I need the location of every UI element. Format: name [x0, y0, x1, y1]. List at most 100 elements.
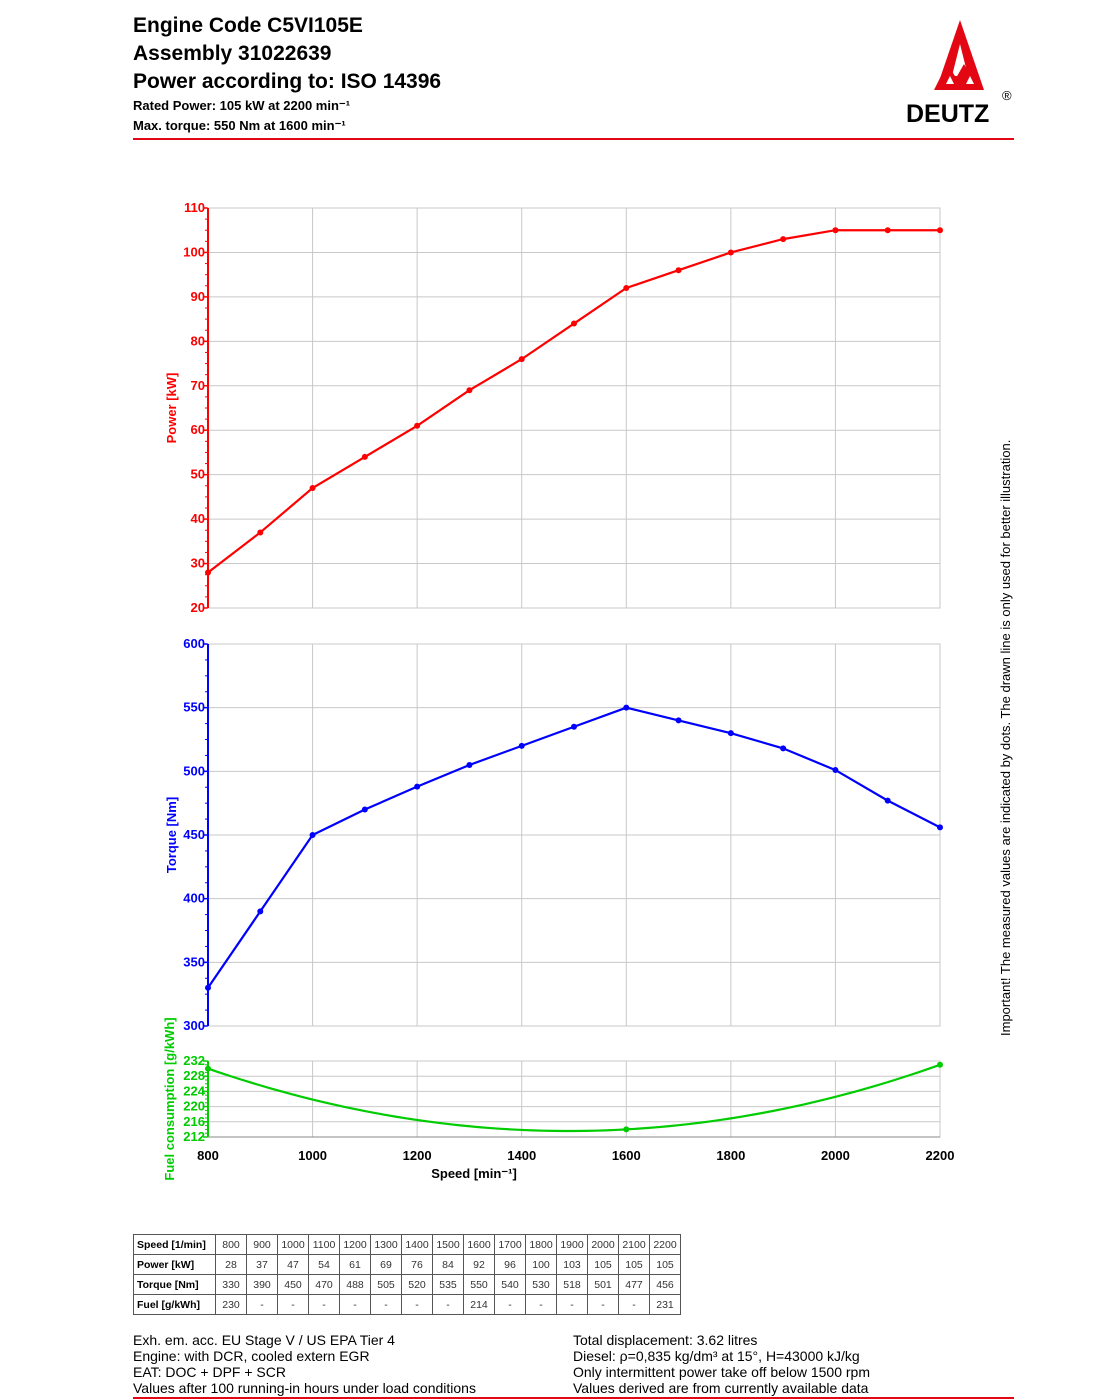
x-tick-label: 1800 — [716, 1148, 745, 1163]
power-y-tick-label: 30 — [191, 556, 205, 571]
torque-data-point — [623, 704, 630, 711]
values-table: Speed [1/min] 800 900 1000 1100 1200 1300 1400 1… — [133, 1234, 681, 1315]
power-data-point — [361, 453, 368, 460]
torque-data-point — [780, 745, 787, 752]
x-tick-label: 2200 — [926, 1148, 955, 1163]
footer-pto: Only intermittent power take off below 1… — [573, 1364, 871, 1380]
power-y-tick-label: 110 — [184, 200, 205, 215]
power-y-tick-label: 50 — [191, 467, 205, 482]
x-tick-label: 2000 — [821, 1148, 850, 1163]
table-cell: 96 — [494, 1254, 526, 1275]
table-cell: 1500 — [432, 1234, 464, 1255]
footer-running-in: Values after 100 running-in hours under … — [133, 1380, 476, 1396]
power-series-line — [207, 229, 940, 574]
power-data-point — [623, 285, 630, 291]
fuel-y-tick-label: 220 — [183, 1099, 205, 1114]
power-y-tick-label: 100 — [183, 244, 205, 259]
torque-data-point — [884, 797, 891, 804]
table-cell: 530 — [525, 1274, 557, 1295]
torque-y-axis-label: Torque [Nm] — [164, 797, 179, 873]
fuel-y-tick-label: 232 — [183, 1053, 205, 1068]
power-y-tick-label: 70 — [191, 378, 205, 393]
power-y-tick-label: 20 — [191, 600, 205, 615]
table-cell: 230 — [215, 1294, 247, 1315]
table-cell: 92 — [463, 1254, 495, 1275]
power-data-point — [832, 227, 839, 234]
table-cell: - — [587, 1294, 619, 1315]
fuel-series-line — [207, 1063, 941, 1133]
footer-emission-standard: Exh. em. acc. EU Stage V / US EPA Tier 4 — [133, 1332, 395, 1348]
table-cell: 390 — [246, 1274, 278, 1295]
power-data-point — [309, 485, 316, 491]
table-cell: 1200 — [339, 1234, 371, 1255]
table-cell: 231 — [649, 1294, 681, 1315]
table-cell: 61 — [339, 1254, 371, 1275]
power-data-point — [780, 236, 787, 243]
torque-data-point — [361, 806, 368, 813]
max-torque-text: Max. torque: 550 Nm at 1600 min⁻¹ — [133, 118, 346, 133]
table-cell: 105 — [618, 1254, 650, 1275]
engine-performance-chart: 20 30 40 50 60 70 80 90 100 110 Power [kW] 300 350 40… — [162, 200, 955, 1181]
power-data-point — [884, 227, 891, 234]
x-tick-label: 1600 — [612, 1148, 641, 1163]
torque-y-tick-label: 350 — [183, 954, 205, 969]
footer-left: Exh. em. acc. EU Stage V / US EPA Tier 4… — [133, 1332, 476, 1396]
power-data-point — [675, 267, 682, 274]
fuel-data-point — [937, 1061, 943, 1068]
footer-derived: Values derived are from currently availa… — [573, 1380, 869, 1396]
table-cell: 540 — [494, 1274, 526, 1295]
svg-text:DEUTZ: DEUTZ — [906, 100, 989, 128]
table-cell: 550 — [463, 1274, 495, 1295]
table-cell: 105 — [649, 1254, 681, 1275]
table-cell: - — [339, 1294, 371, 1315]
table-cell: 1700 — [494, 1234, 526, 1255]
table-row: Fuel [g/kWh] 230- - - - - - -214- - - - -231 — [133, 1294, 681, 1315]
table-cell: 103 — [556, 1254, 588, 1275]
table-cell: 37 — [246, 1254, 278, 1275]
table-cell: 47 — [277, 1254, 309, 1275]
table-cell: - — [370, 1294, 402, 1315]
table-cell: 470 — [308, 1274, 340, 1295]
table-cell: - — [432, 1294, 464, 1315]
torque-data-point — [205, 984, 211, 991]
table-cell: 520 — [401, 1274, 433, 1295]
power-data-point — [727, 249, 734, 256]
table-cell: 54 — [308, 1254, 340, 1275]
torque-y-tick-label: 400 — [183, 891, 205, 906]
power-data-point — [937, 227, 943, 234]
fuel-data-point — [623, 1126, 630, 1133]
torque-y-tick-label: 450 — [183, 827, 205, 842]
power-plot-frame — [207, 207, 941, 609]
table-cell: 214 — [463, 1294, 495, 1315]
power-data-point — [414, 422, 421, 429]
fuel-y-axis-label: Fuel consumption [g/kWh] — [162, 1017, 177, 1180]
x-tick-label: 1400 — [507, 1148, 536, 1163]
torque-data-point — [937, 824, 943, 831]
torque-data-point — [571, 723, 577, 730]
table-cell: 1100 — [308, 1234, 340, 1255]
table-cell: 2000 — [587, 1234, 619, 1255]
svg-text:®: ® — [1002, 88, 1012, 103]
footer-diesel: Diesel: ρ=0,835 kg/dm³ at 15°, H=43000 k… — [573, 1348, 860, 1364]
table-cell: 1600 — [463, 1234, 495, 1255]
torque-data-point — [675, 717, 682, 724]
table-cell: - — [246, 1294, 278, 1315]
table-cell: - — [401, 1294, 433, 1315]
table-row: Speed [1/min] 800 900 1000 1100 1200 1300 1400 1… — [133, 1234, 681, 1255]
table-row-label: Speed [1/min] — [133, 1234, 216, 1255]
table-cell: 1000 — [277, 1234, 309, 1255]
engine-code-title: Engine Code C5VI105E — [133, 14, 363, 37]
footer-rule — [133, 1397, 1014, 1399]
torque-data-point — [309, 832, 316, 838]
torque-data-point — [466, 761, 473, 768]
fuel-y-tick-label: 216 — [183, 1114, 205, 1129]
power-y-tick-label: 90 — [191, 289, 205, 304]
x-tick-label: 1000 — [298, 1148, 327, 1163]
header: Engine Code C5VI105E Assembly 31022639 P… — [133, 12, 441, 136]
table-cell: 28 — [215, 1254, 247, 1275]
power-y-axis-label: Power [kW] — [164, 373, 179, 444]
measurement-note: Important! The measured values are indic… — [998, 439, 1013, 1036]
table-row-label: Fuel [g/kWh] — [133, 1294, 216, 1315]
torque-series-line — [207, 706, 941, 989]
table-cell: 105 — [587, 1254, 619, 1275]
